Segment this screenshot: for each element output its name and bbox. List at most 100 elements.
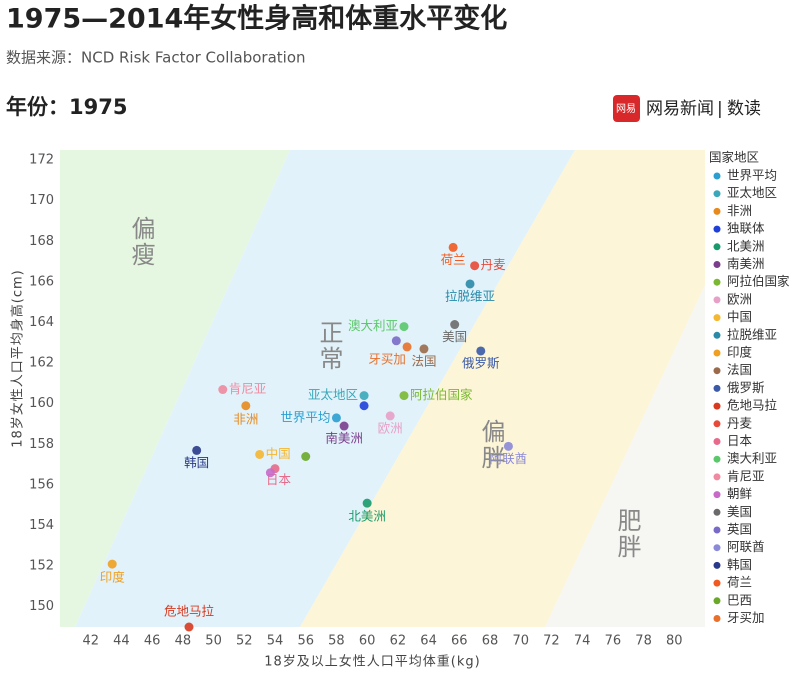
- point-label: 危地马拉: [164, 604, 215, 619]
- x-tick-label: 56: [297, 634, 314, 649]
- legend-marker: [713, 384, 721, 392]
- legend-label: 亚太地区: [727, 185, 777, 200]
- zone-label: 肥胖: [613, 508, 641, 560]
- point: [465, 279, 475, 289]
- x-tick-label: 44: [113, 634, 130, 649]
- y-tick-label: 164: [29, 315, 54, 330]
- legend-label: 北美洲: [727, 238, 765, 253]
- legend-label: 欧洲: [727, 291, 752, 306]
- zone-thin: [60, 150, 290, 627]
- legend-marker: [713, 207, 721, 215]
- legend-label: 荷兰: [727, 575, 752, 590]
- y-axis-label: 18岁女性人口平均身高(cm): [10, 269, 26, 448]
- legend-marker: [713, 420, 721, 428]
- x-tick-label: 50: [205, 634, 222, 649]
- point-label: 南美洲: [325, 431, 363, 446]
- x-tick-label: 64: [420, 634, 437, 649]
- plot: [60, 150, 705, 627]
- point: [503, 441, 513, 451]
- legend-label: 南美洲: [727, 256, 765, 271]
- legend-label: 韩国: [727, 557, 752, 572]
- point: [192, 445, 202, 455]
- x-tick-label: 58: [328, 634, 345, 649]
- point: [419, 344, 429, 354]
- legend-label: 日本: [727, 433, 753, 448]
- legend-marker: [713, 561, 721, 569]
- zone-label: 偏胖: [477, 419, 505, 471]
- x-tick-label: 78: [635, 634, 652, 649]
- y-tick-label: 150: [29, 599, 54, 614]
- point: [265, 468, 275, 478]
- legend-label: 印度: [727, 345, 753, 360]
- y-tick-label: 160: [29, 396, 54, 411]
- zone-normal: [75, 150, 575, 627]
- y-tick-label: 156: [29, 477, 54, 492]
- point: [107, 559, 117, 569]
- point-label: 肯尼亚: [229, 381, 267, 396]
- y-tick-label: 166: [29, 274, 54, 289]
- legend-label: 阿拉伯国家: [727, 274, 790, 289]
- point: [402, 342, 412, 352]
- legend-label: 肯尼亚: [727, 468, 765, 483]
- point-label: 美国: [442, 329, 467, 344]
- logo-sub: 数读: [727, 99, 761, 119]
- legend-marker: [713, 473, 721, 481]
- legend-marker: [713, 261, 721, 268]
- point-label: 中国: [266, 446, 291, 461]
- x-tick-label: 52: [236, 634, 253, 649]
- point: [391, 336, 401, 346]
- legend-label: 丹麦: [727, 415, 753, 430]
- x-tick-label: 60: [359, 634, 376, 649]
- legend-label: 非洲: [727, 203, 752, 218]
- legend-marker: [713, 508, 721, 516]
- legend-label: 世界平均: [727, 168, 777, 183]
- legend-label: 阿联酋: [727, 539, 765, 554]
- legend-marker: [713, 296, 721, 304]
- source: 数据来源：NCD Risk Factor Collaboration: [6, 49, 306, 67]
- point: [359, 391, 369, 401]
- legend-label: 拉脱维亚: [727, 327, 777, 342]
- legend-label: 危地马拉: [727, 398, 778, 413]
- point-label: 阿联酋: [490, 451, 528, 466]
- point: [331, 413, 341, 423]
- point: [399, 391, 409, 401]
- legend-marker: [713, 615, 721, 622]
- legend-marker: [713, 526, 721, 534]
- x-tick-label: 70: [512, 634, 529, 649]
- legend-label: 中国: [727, 309, 752, 324]
- legend-label: 巴西: [727, 592, 752, 607]
- legend-marker: [713, 367, 721, 375]
- point: [476, 346, 486, 356]
- legend-marker: [713, 491, 721, 499]
- legend-label: 英国: [727, 522, 752, 537]
- point-label: 欧洲: [378, 420, 403, 435]
- point: [359, 401, 369, 411]
- x-tick-label: 80: [666, 634, 683, 649]
- point-label: 世界平均: [280, 409, 330, 424]
- legend-label: 法国: [727, 362, 752, 377]
- x-tick-label: 62: [390, 634, 407, 649]
- point: [362, 498, 372, 508]
- legend-marker: [713, 331, 721, 339]
- legend-label: 俄罗斯: [727, 380, 765, 395]
- logo-icon: 网易: [616, 103, 636, 115]
- legend-marker: [713, 314, 721, 322]
- legend-marker: [713, 225, 721, 233]
- x-tick-label: 54: [267, 634, 284, 649]
- legend-marker: [713, 278, 721, 286]
- point: [470, 261, 480, 271]
- legend-marker: [713, 190, 721, 198]
- point: [218, 385, 228, 395]
- y-tick-label: 170: [29, 193, 54, 208]
- zone-over: [300, 150, 705, 627]
- legend-marker: [713, 438, 721, 445]
- point: [255, 449, 265, 459]
- point-label: 韩国: [184, 455, 209, 470]
- point-label: 拉脱维亚: [445, 288, 495, 303]
- point-label: 印度: [100, 570, 126, 585]
- logo-box: [613, 95, 640, 122]
- point-label: 牙买加: [368, 351, 406, 366]
- legend-marker: [713, 455, 721, 463]
